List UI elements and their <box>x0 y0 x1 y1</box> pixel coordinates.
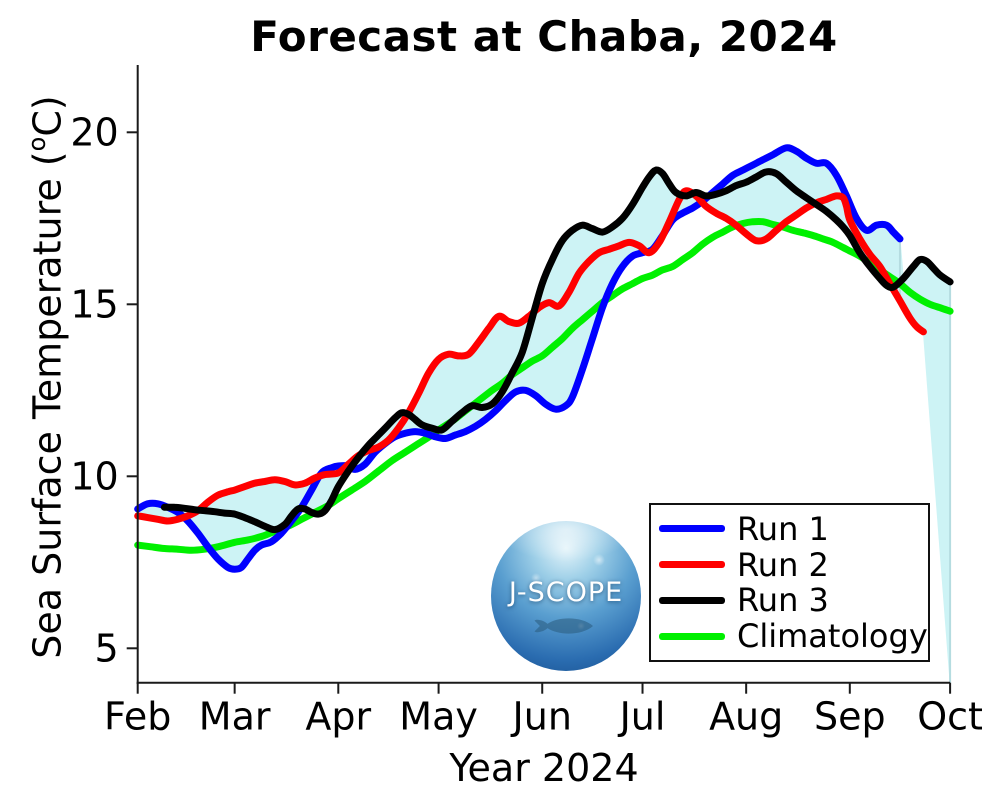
x-tick-label-oct: Oct <box>917 695 983 739</box>
jscope-logo: J-SCOPE <box>491 521 641 671</box>
series-line-climatology <box>134 217 954 554</box>
x-tick-label-aug: Aug <box>709 695 783 739</box>
x-tick-label-may: May <box>399 695 478 739</box>
y-axis-label-text: Sea Surface Temperature ( <box>25 151 70 659</box>
x-tick-label-mar: Mar <box>199 695 271 739</box>
x-tick-label-feb: Feb <box>104 695 171 739</box>
legend-line-swatch <box>659 632 725 640</box>
x-tick-label-jun: Jun <box>511 695 572 739</box>
y-tick-label-15: 15 <box>70 282 118 326</box>
fish-icon <box>534 618 593 634</box>
x-tick-label-sep: Sep <box>814 695 886 739</box>
degree-superscript: o <box>23 136 51 152</box>
x-axis-label: Year 2024 <box>449 746 639 790</box>
legend-item-run-1: Run 1 <box>659 512 924 546</box>
legend-label: Run 1 <box>737 509 829 548</box>
legend: Run 1 Run 2 Run 3 Climatology <box>649 503 930 662</box>
legend-line-swatch <box>659 596 725 604</box>
chart-title: Forecast at Chaba, 2024 <box>250 12 838 61</box>
y-axis-label-unit: C) <box>25 95 70 137</box>
series-line-run-1 <box>134 144 904 573</box>
legend-label: Run 3 <box>737 581 829 620</box>
legend-item-run-2: Run 2 <box>659 548 924 582</box>
jscope-logo-text: J-SCOPE <box>508 577 624 608</box>
series-line-run-3 <box>160 166 954 534</box>
legend-line-swatch <box>659 525 725 533</box>
legend-item-climatology: Climatology <box>659 619 928 653</box>
y-axis-label: Sea Surface Temperature (oC) <box>23 7 71 747</box>
y-tick-label-10: 10 <box>70 454 118 498</box>
y-tick-label-5: 5 <box>95 626 119 670</box>
legend-line-swatch <box>659 561 725 569</box>
legend-item-run-3: Run 3 <box>659 583 924 617</box>
x-tick-label-apr: Apr <box>305 695 371 739</box>
y-tick-label-20: 20 <box>70 110 118 154</box>
legend-label: Run 2 <box>737 545 829 584</box>
legend-label: Climatology <box>737 617 928 656</box>
x-tick-label-jul: Jul <box>618 695 666 739</box>
